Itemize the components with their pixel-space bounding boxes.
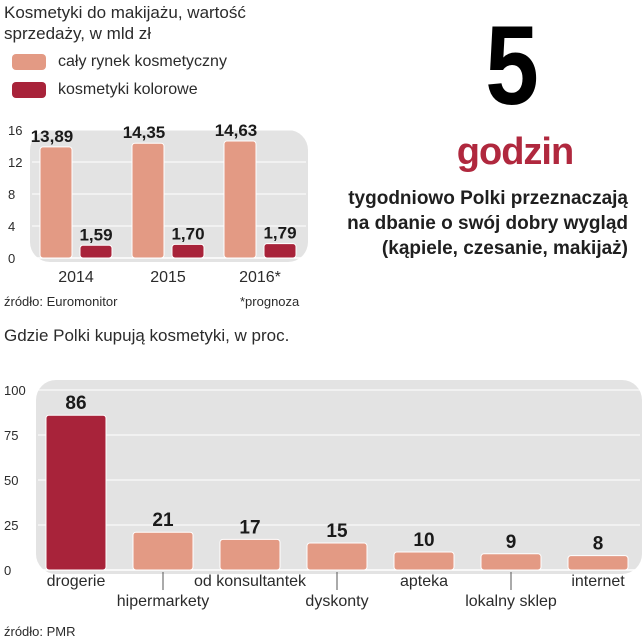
highlight-unit: godzin [456,131,574,173]
top-x-tick-label: 2016* [239,269,281,286]
top-chart-source: źródło: Euromonitor [4,294,118,309]
legend-item-color-cosmetics: kosmetyki kolorowe [12,80,198,100]
bottom-y-tick-label: 100 [4,383,26,398]
bottom-y-tick-label: 75 [4,428,18,443]
bar-value-label-od-konsultantek: 17 [239,517,260,538]
highlight-description: tygodniowo Polki przeznaczają na dbanie … [347,188,628,259]
shopping-channels-chart: 0 25 50 75 100 86 21 17 15 10 9 8 drogerie hipermar… [4,380,642,610]
category-label-hipermarkety: hipermarkety [117,593,209,610]
bar-dyskonty [306,542,368,571]
category-label-internet: internet [571,573,625,590]
category-label-lokalny-sklep: lokalny sklep [465,593,557,610]
category-label-dyskonty: dyskonty [305,593,368,610]
bottom-y-tick-label: 25 [4,518,18,533]
legend-label-market: cały rynek kosmetyczny [58,53,227,70]
bar-2014-market [39,146,73,259]
top-chart-title: Kosmetyki do makijażu, wartość sprzedaży… [4,3,246,43]
top-y-tick-label: 8 [8,187,15,202]
category-label-apteka: apteka [400,573,448,590]
bar-value-label-apteka: 10 [413,530,434,551]
bar-2014-color-cosmetics [79,244,113,259]
forecast-note: *prognoza [240,294,300,309]
top-y-tick-label: 4 [8,219,15,234]
bottom-y-tick-label: 50 [4,473,18,488]
bar-value-label-2015-color-cosmetics: 1,70 [171,224,204,243]
bar-2015-color-cosmetics [171,243,205,259]
bottom-chart-title: Gdzie Polki kupują kosmetyki, w proc. [4,326,290,345]
bar-internet [567,555,629,571]
category-label-od-konsultantek: od konsultantek [194,573,307,590]
top-x-tick-label: 2014 [58,269,94,286]
highlight-number: 5 [485,3,539,128]
bar-value-label-dyskonty: 15 [326,521,348,542]
bar-2015-market [131,142,165,259]
top-x-tick-label: 2015 [150,269,186,286]
bar-value-label-hipermarkety: 21 [152,510,174,531]
bottom-chart-source: źródło: PMR [4,624,76,639]
bar-value-label-2014-color-cosmetics: 1,59 [79,225,112,244]
top-y-tick-label: 12 [8,155,22,170]
bar-value-label-drogerie: 86 [65,393,86,414]
bar-value-label-2016-color-cosmetics: 1,79 [263,224,296,243]
sales-bar-chart: 0 4 8 12 16 13,89 1,59 14,35 1,70 14,63 1,79 2014… [8,121,308,286]
bar-value-label-2015-market: 14,35 [123,123,166,142]
bar-hipermarkety [132,531,194,571]
bar-value-label-2014-market: 13,89 [31,127,74,146]
bar-value-label-lokalny-sklep: 9 [506,532,517,553]
legend-item-market: cały rynek kosmetyczny [12,52,227,72]
bar-od-konsultantek [219,538,281,571]
bar-value-label-2016-market: 14,63 [215,121,258,140]
top-y-tick-label: 0 [8,251,15,266]
bar-drogerie [45,414,107,571]
legend-label-color-cosmetics: kosmetyki kolorowe [58,81,198,98]
bar-2016-market [223,140,257,259]
legend-swatch-color-cosmetics [12,82,46,98]
bar-2016-color-cosmetics [263,243,297,259]
bar-lokalny-sklep [480,553,542,571]
legend-swatch-market [12,54,46,70]
top-y-tick-label: 16 [8,123,22,138]
bar-value-label-internet: 8 [593,534,604,555]
bottom-y-tick-label: 0 [4,563,11,578]
category-label-drogerie: drogerie [47,573,106,590]
bar-apteka [393,551,455,571]
